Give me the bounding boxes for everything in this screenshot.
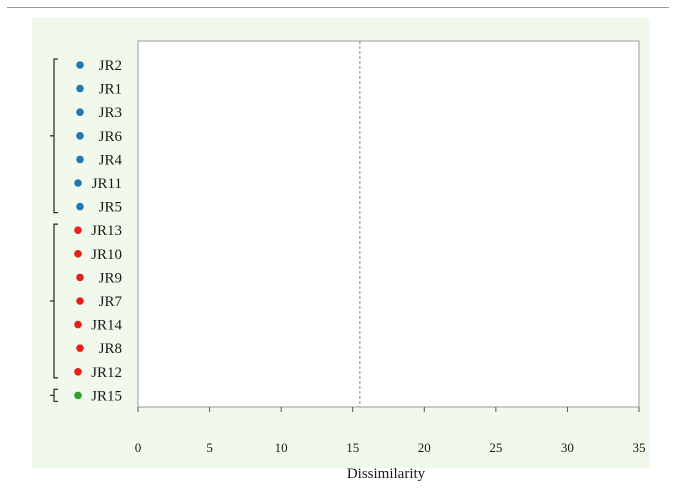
leaf-label: JR10 bbox=[91, 247, 122, 263]
x-axis: 0 5 10 15 20 25 30 35 bbox=[135, 40, 646, 455]
x-tick-label: 25 bbox=[489, 440, 502, 455]
leaf-marker bbox=[74, 226, 82, 234]
leaf-marker bbox=[76, 202, 84, 211]
leaf-marker bbox=[76, 297, 84, 305]
leaf-marker bbox=[76, 155, 84, 164]
leaf-label: JR5 bbox=[99, 200, 122, 216]
leaf-marker bbox=[74, 391, 82, 400]
leaf-label: JR3 bbox=[99, 105, 122, 121]
leaf-marker bbox=[76, 108, 84, 116]
leaf-label: JR7 bbox=[99, 294, 123, 310]
plot-frame bbox=[137, 40, 640, 408]
leaf-label: JR11 bbox=[92, 176, 122, 192]
x-tick-label: 15 bbox=[346, 440, 359, 455]
leaf-label: JR4 bbox=[99, 152, 123, 168]
x-tick-label: 5 bbox=[206, 440, 213, 455]
x-tick-label: 35 bbox=[633, 440, 646, 455]
x-tick-label: 30 bbox=[561, 440, 574, 455]
x-tick-label: 0 bbox=[135, 440, 142, 455]
leaf-label: JR2 bbox=[99, 58, 122, 74]
leaf-marker bbox=[74, 179, 82, 187]
cluster-bracket bbox=[50, 223, 58, 379]
x-axis-title: Dissimilarity bbox=[347, 466, 426, 482]
cluster-brackets bbox=[50, 58, 58, 403]
leaf-label: JR9 bbox=[99, 270, 122, 286]
leaf-marker bbox=[76, 84, 84, 93]
leaf-label: JR6 bbox=[99, 129, 123, 145]
leaf-label: JR12 bbox=[91, 365, 122, 381]
leaf-marker bbox=[74, 250, 82, 258]
leaf-markers bbox=[74, 61, 84, 400]
leaf-label: JR15 bbox=[91, 388, 122, 404]
x-tick-label: 20 bbox=[418, 440, 431, 455]
leaf-marker bbox=[74, 368, 82, 376]
leaf-label: JR1 bbox=[99, 82, 122, 98]
leaf-label: JR8 bbox=[99, 341, 122, 357]
leaf-labels: JR2 JR1 JR3 JR6 JR4 JR11 JR5 JR13 JR10 JR9 JR7 JR14… bbox=[91, 58, 122, 404]
x-tick-label: 10 bbox=[275, 440, 288, 455]
leaf-label: JR13 bbox=[91, 223, 122, 239]
cluster-bracket bbox=[50, 58, 58, 214]
leaf-marker bbox=[76, 132, 84, 140]
leaf-marker bbox=[76, 344, 84, 353]
leaf-marker bbox=[76, 61, 84, 69]
leaf-label: JR14 bbox=[91, 318, 122, 334]
top-rule bbox=[7, 7, 669, 8]
leaf-marker bbox=[74, 320, 82, 329]
leaf-marker bbox=[76, 273, 84, 282]
cluster-bracket bbox=[50, 388, 58, 403]
